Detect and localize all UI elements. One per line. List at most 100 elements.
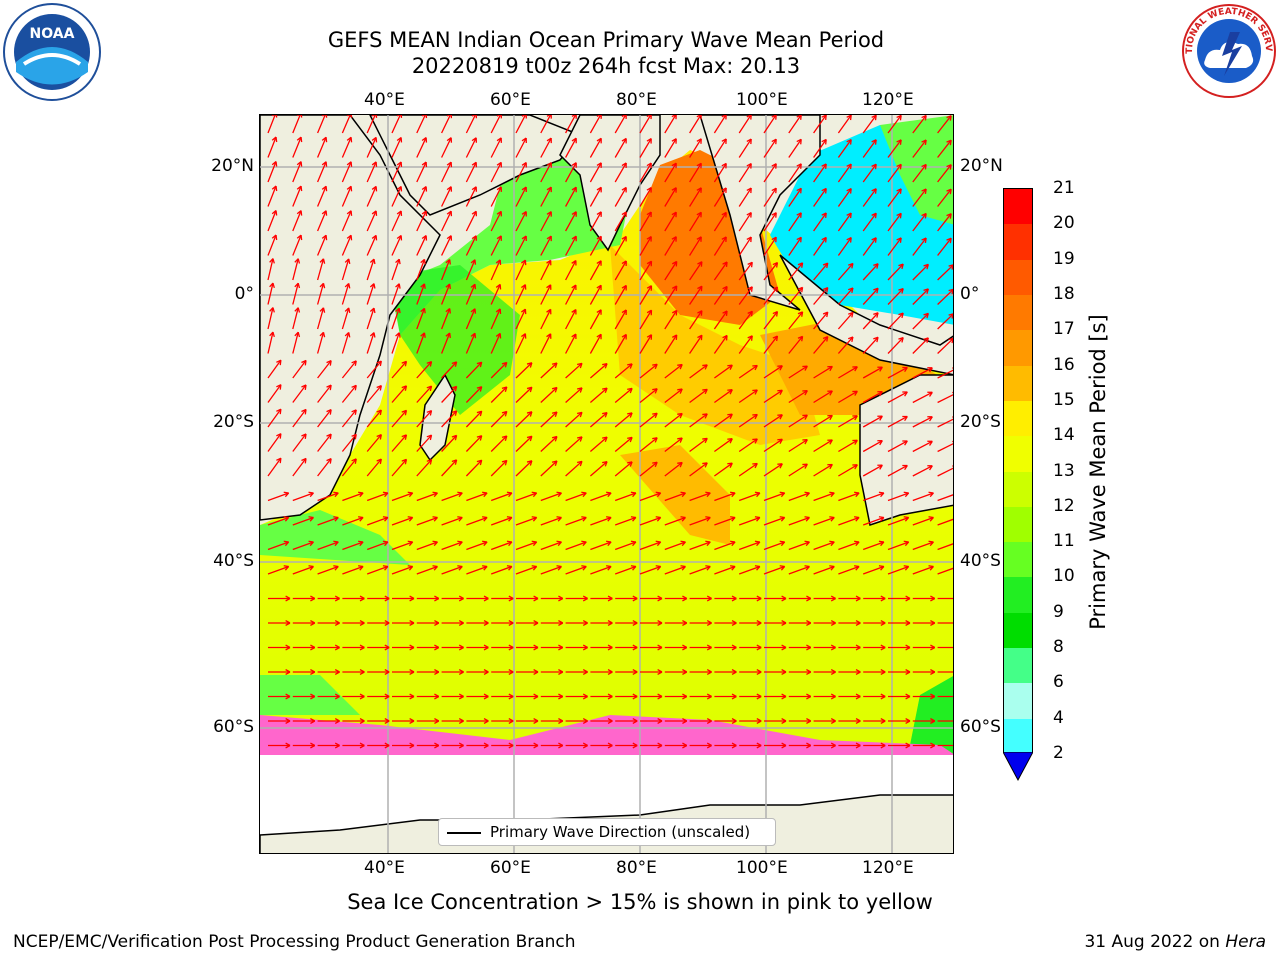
wave-arrowhead (321, 234, 327, 239)
wave-arrowhead (359, 492, 364, 498)
wave-arrowhead (929, 566, 934, 571)
wave-arrowhead (804, 565, 810, 568)
wave-arrow (565, 362, 583, 379)
wave-arrow (565, 565, 587, 575)
wave-arrow (440, 308, 451, 330)
antarctica-white (260, 755, 953, 835)
wave-arrowhead (457, 516, 463, 519)
wave-arrow (639, 115, 652, 134)
wave-arrowhead (696, 211, 702, 216)
wave-arrowhead (359, 646, 365, 651)
wave-arrowhead (395, 283, 400, 288)
wave-arrowhead (756, 669, 762, 673)
wave-arrowhead (905, 693, 911, 698)
wave-arrowhead (495, 283, 501, 288)
wave-arrowhead (924, 139, 927, 146)
wave-arrow (763, 463, 783, 477)
wave-arrowhead (606, 565, 612, 568)
wave-arrowhead (731, 742, 737, 747)
wave-arrowhead (754, 365, 758, 371)
wave-arrowhead (702, 462, 708, 465)
wave-arrowhead (928, 540, 934, 543)
wave-arrowhead (432, 540, 438, 543)
wave-arrow (937, 188, 952, 207)
wave-arrowhead (384, 742, 390, 747)
wave-arrow (515, 362, 533, 379)
map-svg (260, 115, 953, 853)
bottom-tick-label: 80°E (616, 858, 657, 878)
colorbar-segment (1004, 330, 1032, 367)
wave-arrowhead (432, 491, 438, 494)
wave-arrowhead (930, 622, 936, 626)
wave-arrowhead (951, 313, 953, 319)
wave-arrowhead (680, 516, 686, 519)
wave-arrowhead (924, 237, 927, 244)
wave-arrowhead (556, 516, 562, 519)
wave-arrowhead (557, 566, 562, 571)
wave-arrow (639, 516, 661, 526)
wave-arrowhead (501, 410, 507, 414)
wave-arrowhead (404, 434, 408, 440)
wave-arrowhead (746, 115, 752, 118)
wave-arrowhead (926, 264, 929, 270)
wave-arrowhead (359, 597, 365, 602)
wave-arrowhead (682, 622, 688, 626)
wave-arrowhead (854, 565, 860, 568)
wave-arrowhead (401, 434, 407, 438)
wave-arrow (763, 565, 785, 575)
wave-arrowhead (579, 436, 583, 442)
colorbar-tick-label: 17 (1053, 319, 1075, 340)
wave-arrowhead (596, 115, 601, 118)
wave-arrowhead (483, 620, 489, 624)
wave-arrowhead (354, 458, 357, 464)
wave-arrowhead (458, 492, 463, 498)
wave-arrowhead (409, 595, 415, 600)
wave-arrow (912, 416, 933, 428)
wave-arrowhead (706, 695, 712, 700)
wave-arrowhead (348, 258, 351, 264)
wave-arrow (838, 439, 858, 453)
wave-arrowhead (269, 331, 274, 337)
wave-arrowhead (754, 540, 760, 543)
wave-arrowhead (806, 718, 812, 722)
wave-arrowhead (582, 595, 588, 600)
wave-arrowhead (825, 115, 827, 121)
wave-arrow (862, 391, 883, 404)
wave-arrowhead (946, 213, 952, 217)
wave-arrow (714, 462, 733, 477)
wave-arrowhead (359, 671, 365, 675)
wave-arrow (664, 261, 678, 281)
wave-arrow (416, 565, 438, 575)
wave-arrowhead (781, 671, 787, 675)
wave-arrow (267, 492, 289, 502)
wave-arrow (689, 115, 702, 134)
wave-arrowhead (300, 210, 303, 216)
wave-arrowhead (904, 440, 908, 446)
wave-arrow (639, 236, 652, 256)
wave-arrowhead (604, 363, 608, 369)
wave-arrowhead (558, 597, 564, 602)
wave-arrowhead (752, 413, 758, 416)
wave-arrow (862, 287, 879, 305)
colorbar-segment (1004, 612, 1032, 649)
wave-arrowhead (284, 566, 290, 571)
wave-arrowhead (373, 332, 376, 338)
wave-arrow (714, 389, 733, 404)
wave-arrowhead (359, 669, 365, 673)
wave-arrow (887, 415, 908, 428)
wave-arrowhead (652, 461, 658, 464)
wave-arrowhead (506, 565, 512, 568)
wave-arrow (565, 115, 577, 134)
wave-arrowhead (304, 458, 307, 464)
wave-arrowhead (671, 285, 677, 289)
wave-arrowhead (923, 263, 929, 267)
wave-arrowhead (682, 595, 688, 600)
wave-arrowhead (680, 565, 686, 568)
wave-arrow (416, 235, 427, 256)
wave-arrowhead (731, 492, 736, 498)
wave-arrow (689, 462, 708, 477)
wave-arrowhead (756, 622, 762, 626)
wave-arrowhead (283, 491, 289, 494)
wave-arrow (366, 385, 382, 403)
wave-arrow (689, 437, 708, 453)
